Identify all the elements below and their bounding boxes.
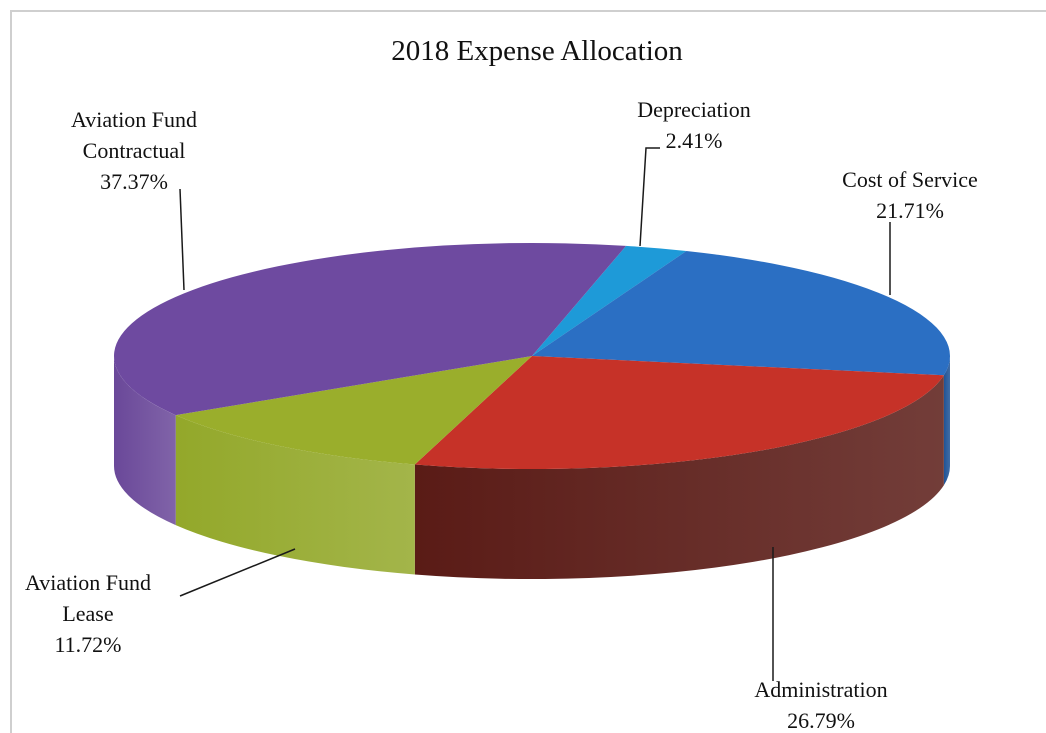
slice-cost-of-service — [532, 250, 950, 376]
slice-administration — [414, 356, 944, 469]
slice-labels: Depreciation 2.41% Cost of Service 21.71% Ad… — [25, 97, 978, 733]
slice-label-administration: Administration 26.79% — [754, 677, 887, 733]
leader-lines — [179, 147, 891, 681]
slice-label-aviation-fund-lease: Aviation Fund Lease 11.72% — [25, 570, 151, 657]
slice-label-cost-of-service: Cost of Service 21.71% — [842, 167, 978, 223]
slice-label-aviation-fund-contractual: Aviation Fund Contractual 37.37% — [71, 107, 197, 194]
frame-border-left — [10, 10, 12, 733]
pie-sides — [114, 356, 950, 579]
slice-side-administration — [414, 375, 944, 579]
slice-side-cost-of-service — [943, 356, 950, 486]
leader-line-depreciation — [639, 147, 660, 247]
slice-depreciation — [532, 245, 687, 356]
slice-aviation-fund-lease — [175, 356, 532, 465]
frame-border-top — [10, 10, 1046, 12]
pie-tops — [114, 243, 950, 469]
slice-aviation-fund-contractual — [114, 243, 627, 416]
leader-line-aviation-fund-lease — [179, 548, 296, 597]
leader-line-aviation-fund-contractual — [179, 188, 185, 291]
slice-label-depreciation: Depreciation 2.41% — [637, 97, 751, 153]
slice-side-aviation-fund-lease — [175, 415, 415, 575]
slice-side-aviation-fund-contractual — [114, 356, 176, 526]
chart-title: 2018 Expense Allocation — [391, 35, 683, 67]
